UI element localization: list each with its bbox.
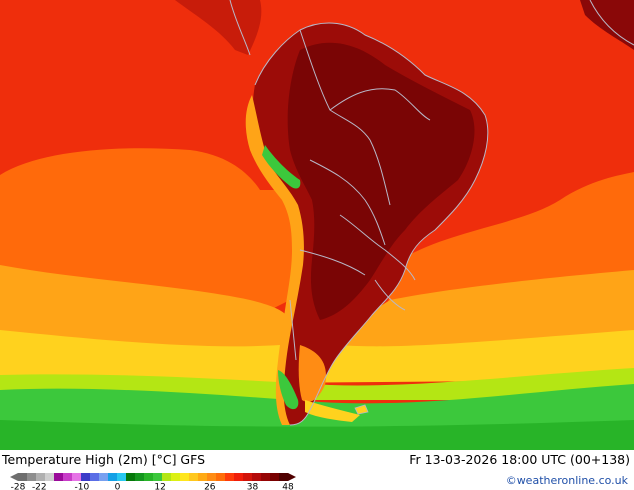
credit-link[interactable]: ©weatheronline.co.uk [505,474,628,487]
scale-swatch [252,473,262,481]
scale-swatch [27,473,37,481]
land-coastal-yellow [305,400,360,422]
temperature-map [0,0,634,450]
scale-tick-label: 0 [115,483,121,490]
land-andes-green [262,145,301,189]
land-andes-strip [245,95,304,425]
scale-tick-label: 48 [282,483,294,490]
scale-swatch [189,473,199,481]
scale-swatch [144,473,154,481]
map-title: Temperature High (2m) [°C] GFS [2,452,206,467]
scale-swatch [126,473,136,481]
scale-swatch [234,473,244,481]
scale-swatch [18,473,28,481]
scale-swatch [216,473,226,481]
valid-time: Fr 13-03-2026 18:00 UTC (00+138) [409,452,630,467]
scale-tick-label: -28 [11,483,26,490]
ocean-dark-green [0,420,634,450]
falkland-islands [354,404,369,415]
scale-tick-label: 26 [204,483,216,490]
scale-arrow-right [288,473,296,481]
scale-swatch [225,473,235,481]
scale-swatch [72,473,82,481]
land-hot-interior [287,42,475,321]
footer-bar [0,450,634,490]
scale-swatch [261,473,271,481]
scale-swatch [117,473,127,481]
scale-swatch [171,473,181,481]
scale-swatch [54,473,64,481]
scale-swatch [81,473,91,481]
scale-tick-label: 12 [154,483,165,490]
land-patagonia-orange [298,345,326,402]
scale-swatch [153,473,163,481]
scale-swatch [45,473,55,481]
scale-swatch [63,473,73,481]
scale-swatch [180,473,190,481]
color-scale-legend: -28 -22 -10 0 12 26 38 48 [10,473,296,490]
scale-swatch [90,473,100,481]
scale-arrow-left [10,473,18,481]
scale-swatch [198,473,208,481]
scale-swatch [270,473,280,481]
ocean-light-orange [0,265,634,360]
scale-swatch [243,473,253,481]
color-scale-bars [10,473,296,481]
scale-swatch [207,473,217,481]
scale-swatch [279,473,289,481]
scale-swatch [108,473,118,481]
scale-swatch [135,473,145,481]
scale-tick-label: -22 [32,483,47,490]
scale-swatch [36,473,46,481]
color-scale-ticks: -28 -22 -10 0 12 26 38 48 [11,483,294,490]
scale-tick-label: 38 [247,483,259,490]
land-north-america [175,0,262,55]
scale-swatch [162,473,172,481]
scale-tick-label: -10 [75,483,90,490]
land-patagonia-green [278,370,299,410]
country-borders [229,0,634,426]
scale-swatch [99,473,109,481]
